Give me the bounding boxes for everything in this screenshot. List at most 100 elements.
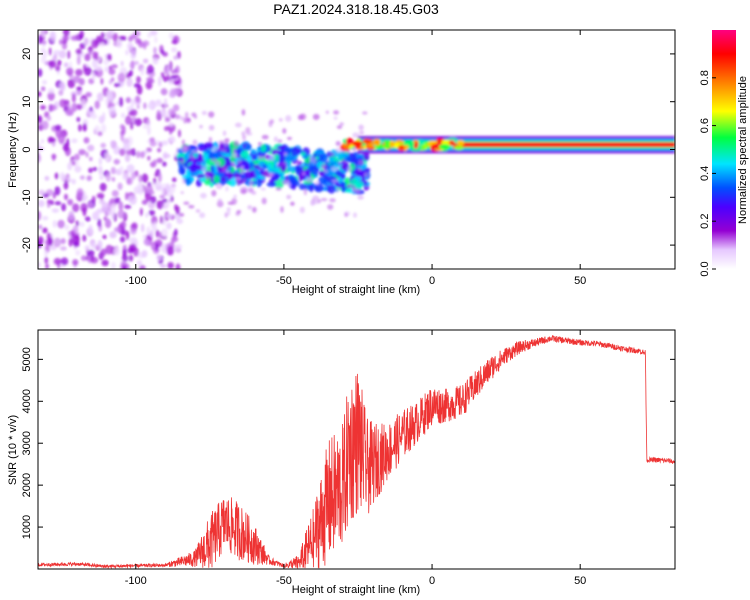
spectrogram-cell: [152, 177, 157, 184]
snr-xtick-label: -100: [125, 575, 147, 587]
spectrogram-cell: [108, 106, 116, 117]
spectrogram-cell: [79, 221, 85, 227]
spectrogram-cell: [120, 60, 124, 67]
spectrogram-cell: [352, 132, 360, 138]
spectrogram-cell: [310, 201, 315, 206]
spectrogram-cell: [353, 180, 364, 188]
spectrogram-cell: [137, 182, 144, 191]
spectrogram-cell: [217, 198, 223, 205]
snr-ytick-label: 3000: [21, 431, 33, 455]
spectrogram-cell: [55, 65, 61, 72]
spectrogram-cell: [211, 146, 218, 153]
spectrogram-cell: [96, 92, 104, 102]
spectrogram-cell: [268, 155, 275, 161]
spectrogram-cell: [166, 63, 171, 74]
colorbar-tick-label: 0.0: [699, 261, 711, 276]
spectrogram-cell: [142, 234, 147, 239]
spectrogram-cell: [267, 163, 272, 173]
spectrogram-cell: [110, 140, 115, 147]
spectrogram-cell: [148, 209, 156, 216]
spectrogram-cell: [325, 110, 329, 114]
spectrogram-cell: [290, 201, 295, 206]
spectrogram-cell: [154, 172, 159, 177]
spectrogram-ylabel: Frequency (Hz): [7, 112, 19, 188]
spectrogram-cell: [114, 197, 121, 204]
spectrogram-cell: [159, 263, 167, 269]
spectrogram-cell: [457, 139, 465, 146]
spectrogram-cell: [161, 228, 168, 238]
spectrogram-cell: [268, 172, 275, 177]
spectrogram-cell: [192, 139, 198, 146]
spectrogram-cell: [296, 160, 302, 166]
spectrogram-cell: [215, 183, 223, 190]
spectrogram-cell: [117, 209, 125, 219]
spectrogram-cell: [54, 172, 59, 180]
spectrogram-cell: [341, 164, 347, 170]
spectrogram-cell: [204, 142, 214, 149]
spectrogram-cell: [188, 162, 198, 173]
spectrogram-cell: [98, 165, 103, 176]
spectrogram-cell: [252, 206, 257, 213]
spectrogram-cell: [79, 30, 85, 40]
spectrogram-cell: [92, 211, 100, 221]
spectrogram-cell: [92, 166, 98, 172]
spectrogram-cell: [156, 254, 162, 261]
spectrogram-cell: [239, 152, 248, 158]
spectrogram-cell: [138, 174, 143, 183]
spectrogram-cell: [165, 213, 173, 219]
spectrogram-cell: [99, 182, 107, 192]
spectrogram-cell: [68, 210, 75, 221]
spectrogram-cell: [119, 148, 126, 156]
spectrogram-cell: [208, 136, 213, 143]
spectrogram-cell: [183, 117, 187, 124]
spectrogram-cell: [128, 254, 134, 262]
spectrogram-cell: [280, 206, 284, 213]
spectrogram-cell: [42, 215, 49, 221]
spectrogram-cell: [197, 153, 204, 163]
spectrogram-cell: [156, 200, 164, 210]
spectrogram-cell: [310, 165, 319, 176]
spectrogram-cell: [333, 110, 340, 115]
spectrogram-cell: [335, 141, 341, 147]
spectrogram-cell: [174, 228, 178, 237]
spectrogram-cell: [300, 151, 306, 156]
spectrogram-ytick-label: 20: [21, 48, 33, 60]
spectrogram-cell: [234, 122, 242, 128]
spectrogram-cell: [337, 150, 344, 160]
spectrogram-cell: [73, 153, 80, 161]
spectrogram-cell: [145, 212, 149, 218]
spectrogram-tone-band: [362, 142, 675, 148]
spectrogram-cell: [147, 155, 151, 161]
spectrogram-cell: [236, 179, 241, 187]
spectrogram-cell: [125, 263, 130, 269]
spectrogram-cell: [170, 195, 174, 203]
snr-xlabel: Height of straight line (km): [292, 584, 420, 596]
spectrogram-cell: [41, 30, 46, 38]
spectrogram-cell: [85, 151, 89, 158]
spectrogram-cell: [356, 171, 366, 177]
spectrogram-cell: [59, 98, 67, 108]
spectrogram-cell: [76, 103, 83, 110]
spectrogram-cell: [333, 116, 338, 120]
spectrogram-cell: [281, 180, 287, 185]
spectrogram-cell: [118, 201, 124, 211]
spectrogram-cell: [129, 243, 137, 252]
spectrogram-cell: [141, 173, 149, 183]
spectrogram-cell: [242, 134, 247, 141]
spectrogram-cell: [133, 60, 139, 65]
spectrogram-cell: [76, 117, 81, 122]
spectrogram-cell: [62, 142, 69, 152]
spectrogram-cell: [246, 155, 252, 164]
spectrogram-cell: [41, 79, 48, 85]
spectrogram-cell: [136, 104, 140, 110]
spectrogram-cell: [303, 188, 307, 196]
spectrogram-cell: [278, 117, 283, 122]
spectrogram-cell: [54, 201, 62, 206]
spectrogram-cell: [285, 115, 292, 122]
spectrogram-cell: [344, 177, 351, 186]
spectrogram-cell: [53, 49, 61, 55]
spectrogram-cell: [87, 144, 95, 152]
spectrogram-cell: [72, 203, 80, 213]
spectrogram-cell: [124, 153, 131, 163]
spectrogram-cell: [120, 112, 126, 118]
